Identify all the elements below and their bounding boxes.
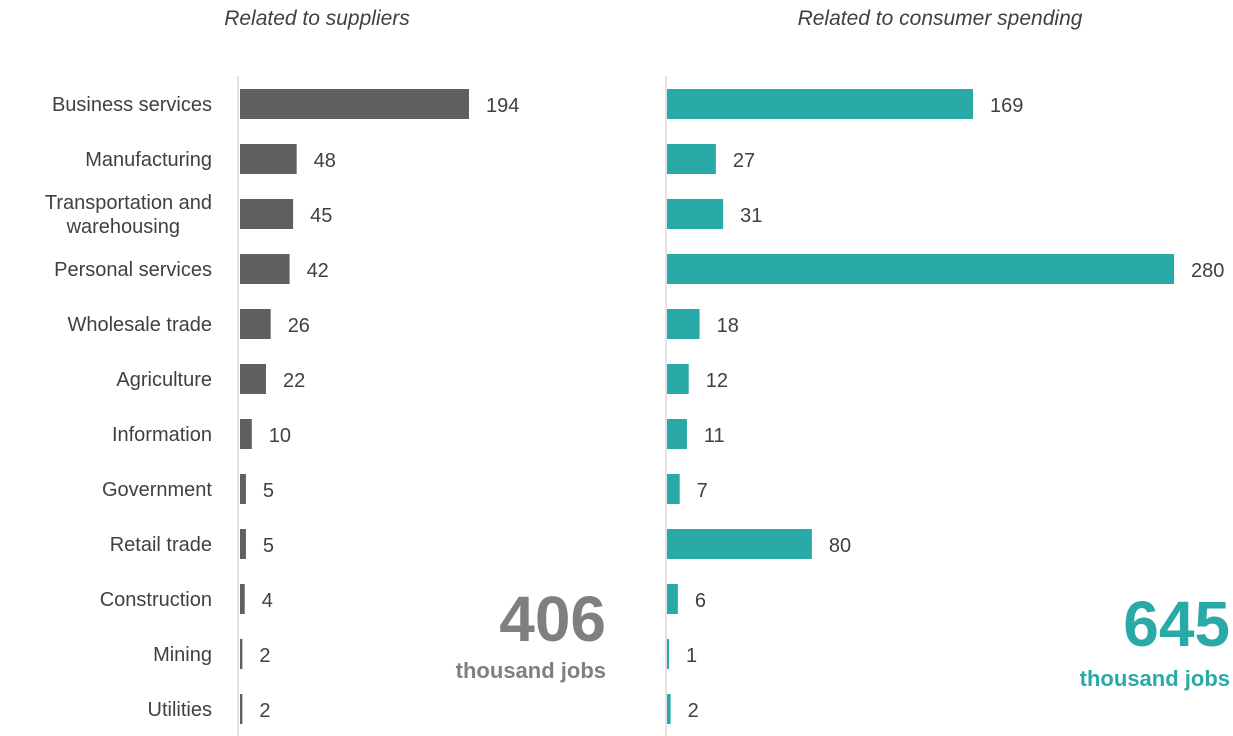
- consumer-spending-bar-wholesale-trade: [667, 309, 700, 339]
- total-consumer-spending-value: 645: [1123, 588, 1230, 660]
- category-label-retail-trade: Retail trade: [110, 534, 212, 556]
- consumer-spending-bar-construction: [667, 584, 678, 614]
- consumer-spending-bar-government: [667, 474, 680, 504]
- consumer-spending-value-label-construction: 6: [695, 590, 706, 612]
- total-consumer-spending-unit: thousand jobs: [1080, 666, 1230, 691]
- consumer-spending-value-label-wholesale-trade: 18: [717, 315, 739, 337]
- suppliers-bar-utilities: [240, 694, 243, 724]
- consumer-spending-value-label-transportation-and-warehousing: 31: [740, 205, 762, 227]
- category-label-transportation-and-warehousing: Transportation and warehousing: [45, 192, 212, 238]
- category-label-government: Government: [102, 479, 212, 501]
- consumer-spending-value-label-agriculture: 12: [706, 370, 728, 392]
- category-label-utilities: Utilities: [148, 699, 212, 721]
- panel-title-suppliers: Related to suppliers: [224, 7, 410, 30]
- suppliers-bar-information: [240, 419, 252, 449]
- suppliers-value-label-transportation-and-warehousing: 45: [310, 205, 332, 227]
- suppliers-value-label-utilities: 2: [259, 700, 270, 722]
- suppliers-value-label-wholesale-trade: 26: [288, 315, 310, 337]
- suppliers-bar-retail-trade: [240, 529, 246, 559]
- suppliers-value-label-government: 5: [263, 480, 274, 502]
- consumer-spending-value-label-government: 7: [697, 480, 708, 502]
- category-label-personal-services: Personal services: [54, 259, 212, 281]
- consumer-spending-bar-manufacturing: [667, 144, 716, 174]
- category-label-business-services: Business services: [52, 94, 212, 116]
- total-suppliers-value: 406: [499, 583, 606, 655]
- consumer-spending-bar-mining: [667, 639, 669, 669]
- suppliers-bar-construction: [240, 584, 245, 614]
- suppliers-value-label-construction: 4: [262, 590, 273, 612]
- suppliers-bar-personal-services: [240, 254, 290, 284]
- consumer-spending-value-label-business-services: 169: [990, 95, 1023, 117]
- consumer-spending-value-label-manufacturing: 27: [733, 150, 755, 172]
- consumer-spending-value-label-mining: 1: [686, 645, 697, 667]
- consumer-spending-value-label-personal-services: 280: [1191, 260, 1224, 282]
- category-label-manufacturing: Manufacturing: [85, 149, 212, 171]
- suppliers-value-label-agriculture: 22: [283, 370, 305, 392]
- total-suppliers-unit: thousand jobs: [456, 658, 606, 683]
- consumer-spending-bar-business-services: [667, 89, 974, 119]
- category-label-agriculture: Agriculture: [116, 369, 212, 391]
- consumer-spending-value-label-utilities: 2: [688, 700, 699, 722]
- category-label-wholesale-trade: Wholesale trade: [67, 314, 212, 336]
- category-label-construction: Construction: [100, 589, 212, 611]
- suppliers-bar-government: [240, 474, 246, 504]
- consumer-spending-bar-information: [667, 419, 687, 449]
- suppliers-bar-transportation-and-warehousing: [240, 199, 294, 229]
- consumer-spending-value-label-retail-trade: 80: [829, 535, 851, 557]
- category-label-information: Information: [112, 424, 212, 446]
- suppliers-bar-agriculture: [240, 364, 266, 394]
- suppliers-bar-manufacturing: [240, 144, 297, 174]
- consumer-spending-bar-agriculture: [667, 364, 689, 394]
- suppliers-value-label-mining: 2: [259, 645, 270, 667]
- suppliers-value-label-manufacturing: 48: [314, 150, 336, 172]
- consumer-spending-bar-utilities: [667, 694, 671, 724]
- consumer-spending-bar-personal-services: [667, 254, 1174, 284]
- suppliers-bar-wholesale-trade: [240, 309, 271, 339]
- suppliers-value-label-retail-trade: 5: [263, 535, 274, 557]
- consumer-spending-value-label-information: 11: [704, 425, 725, 447]
- consumer-spending-bar-retail-trade: [667, 529, 812, 559]
- suppliers-bar-mining: [240, 639, 243, 669]
- suppliers-bar-business-services: [240, 89, 469, 119]
- category-labels: Business services Manufacturing Transporta…: [45, 94, 213, 721]
- panel-title-consumer-spending: Related to consumer spending: [798, 7, 1083, 30]
- suppliers-value-label-information: 10: [269, 425, 291, 447]
- consumer-spending-bar-transportation-and-warehousing: [667, 199, 724, 229]
- suppliers-value-label-personal-services: 42: [307, 260, 329, 282]
- suppliers-value-label-business-services: 194: [486, 95, 519, 117]
- category-label-mining: Mining: [153, 644, 212, 666]
